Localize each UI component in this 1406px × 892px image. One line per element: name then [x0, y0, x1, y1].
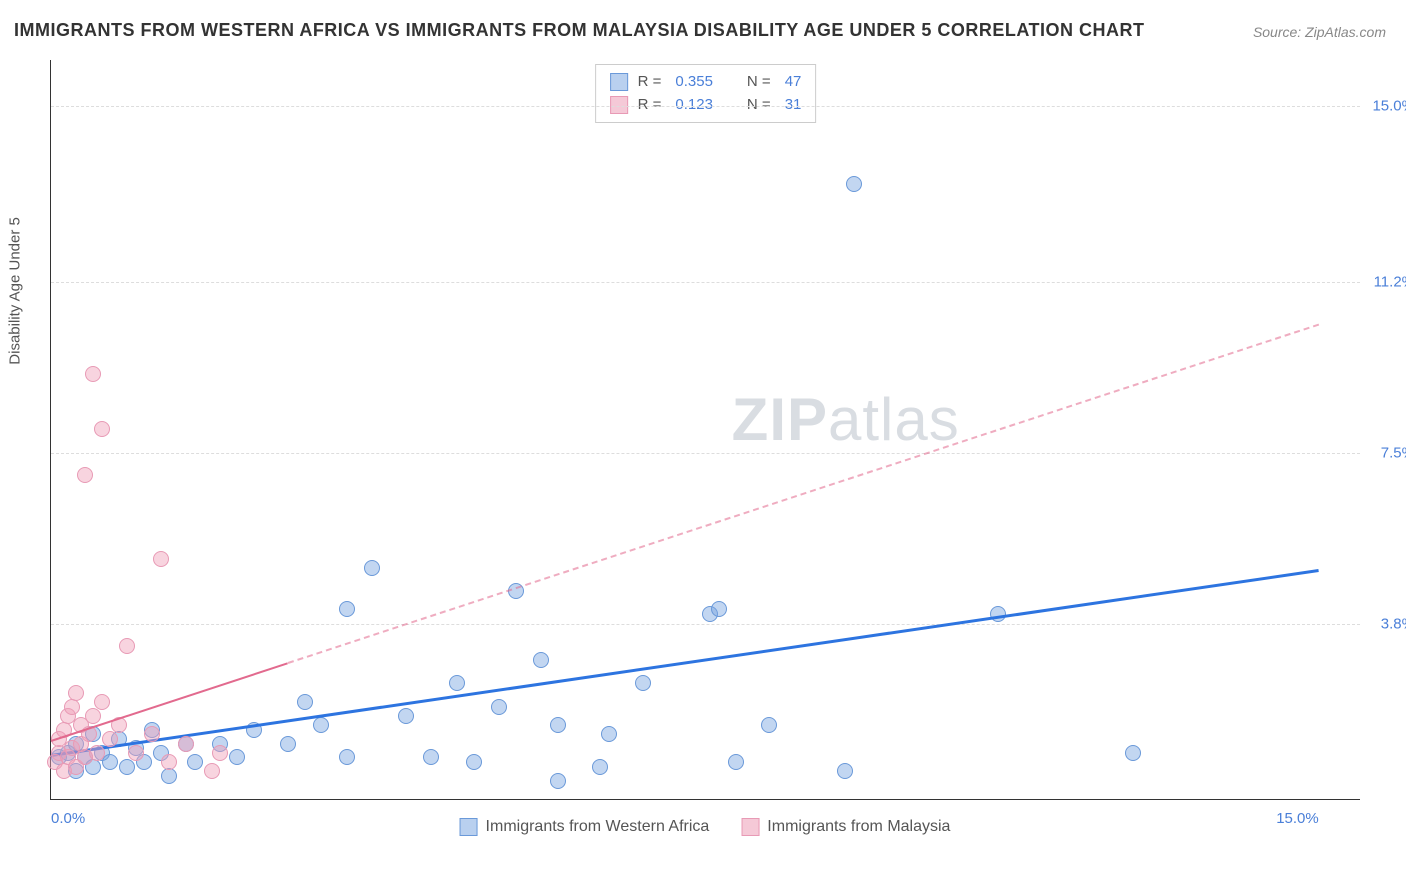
legend-row: R = 0.123 N = 31 [610, 94, 802, 117]
grid-line [51, 624, 1360, 625]
series-legend: Immigrants from Western Africa Immigrants… [460, 818, 951, 836]
r-label: R = [638, 94, 662, 117]
scatter-point [550, 717, 566, 733]
y-tick-label: 15.0% [1372, 98, 1406, 115]
scatter-point [846, 176, 862, 192]
source-attribution: Source: ZipAtlas.com [1253, 24, 1386, 40]
scatter-point [297, 694, 313, 710]
grid-line [51, 282, 1360, 283]
scatter-point [85, 708, 101, 724]
scatter-point [601, 726, 617, 742]
scatter-point [423, 749, 439, 765]
scatter-point [94, 421, 110, 437]
legend-label: Immigrants from Malaysia [767, 818, 950, 836]
scatter-point [635, 675, 651, 691]
legend-item: Immigrants from Western Africa [460, 818, 710, 836]
r-label: R = [638, 71, 662, 94]
scatter-point [339, 601, 355, 617]
n-label: N = [747, 71, 771, 94]
scatter-point [466, 754, 482, 770]
scatter-point [339, 749, 355, 765]
scatter-point [77, 467, 93, 483]
r-value: 0.123 [675, 94, 713, 117]
scatter-point [592, 759, 608, 775]
y-tick-label: 3.8% [1381, 616, 1406, 633]
scatter-point [161, 768, 177, 784]
scatter-point [187, 754, 203, 770]
y-tick-label: 11.2% [1374, 274, 1406, 291]
plot-region: ZIPatlas R =0.355N =47R =0.123N =31 Disa… [50, 60, 1360, 800]
scatter-point [68, 685, 84, 701]
scatter-point [178, 736, 194, 752]
n-value: 47 [785, 71, 802, 94]
scatter-point [161, 754, 177, 770]
scatter-point [94, 694, 110, 710]
legend-label: Immigrants from Western Africa [486, 818, 710, 836]
scatter-point [204, 763, 220, 779]
scatter-point [550, 773, 566, 789]
n-value: 31 [785, 94, 802, 117]
x-tick-label: 15.0% [1276, 810, 1319, 827]
legend-swatch [610, 73, 628, 91]
watermark: ZIPatlas [732, 385, 960, 454]
trend-line [287, 324, 1319, 664]
scatter-point [398, 708, 414, 724]
scatter-point [837, 763, 853, 779]
scatter-point [761, 717, 777, 733]
scatter-point [89, 745, 105, 761]
correlation-legend: R = 0.355 N = 47 R = 0.123 N = 31 [595, 64, 817, 123]
legend-swatch [741, 818, 759, 836]
scatter-point [449, 675, 465, 691]
scatter-point [364, 560, 380, 576]
n-label: N = [747, 94, 771, 117]
scatter-point [229, 749, 245, 765]
scatter-point [313, 717, 329, 733]
grid-line [51, 106, 1360, 107]
scatter-point [119, 638, 135, 654]
y-tick-label: 7.5% [1381, 445, 1406, 462]
scatter-point [711, 601, 727, 617]
scatter-point [212, 745, 228, 761]
scatter-point [280, 736, 296, 752]
r-value: 0.355 [675, 71, 713, 94]
scatter-point [491, 699, 507, 715]
legend-swatch [460, 818, 478, 836]
scatter-point [64, 699, 80, 715]
scatter-point [153, 551, 169, 567]
grid-line [51, 453, 1360, 454]
scatter-point [1125, 745, 1141, 761]
x-tick-label: 0.0% [51, 810, 85, 827]
scatter-point [85, 366, 101, 382]
chart-area: ZIPatlas R =0.355N =47R =0.123N =31 Disa… [50, 60, 1360, 840]
chart-title: IMMIGRANTS FROM WESTERN AFRICA VS IMMIGR… [14, 20, 1145, 41]
y-axis-label: Disability Age Under 5 [7, 217, 24, 365]
legend-swatch [610, 96, 628, 114]
scatter-point [533, 652, 549, 668]
scatter-point [128, 745, 144, 761]
scatter-point [728, 754, 744, 770]
legend-item: Immigrants from Malaysia [741, 818, 950, 836]
scatter-point [119, 759, 135, 775]
trend-line [51, 569, 1319, 757]
scatter-point [102, 731, 118, 747]
scatter-point [144, 726, 160, 742]
legend-row: R = 0.355 N = 47 [610, 71, 802, 94]
